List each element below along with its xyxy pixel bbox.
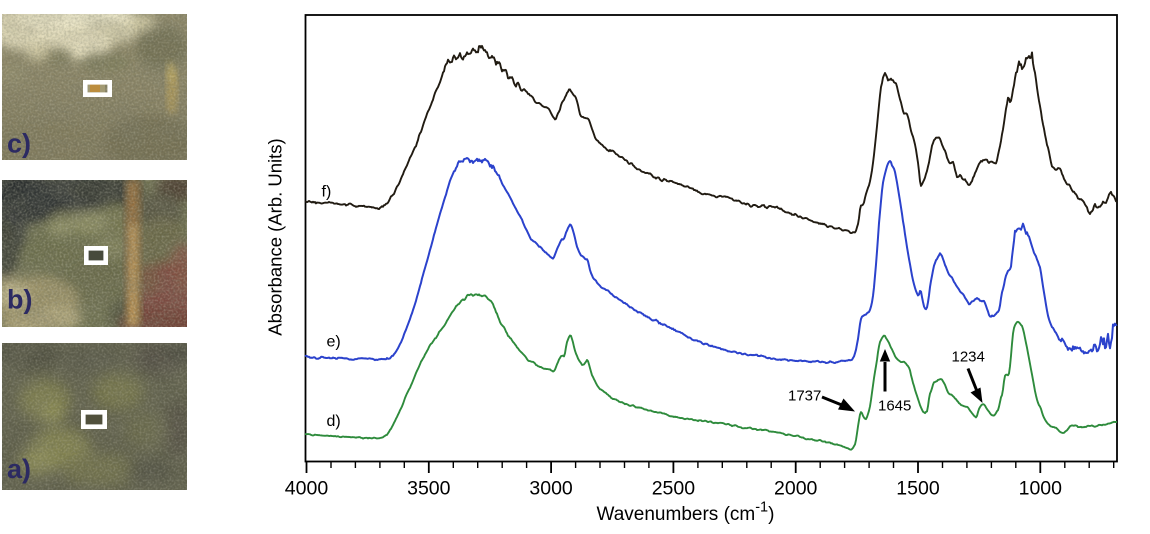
svg-text:a): a): [7, 454, 31, 484]
svg-text:1000: 1000: [1019, 478, 1063, 500]
svg-text:Absorbance (Arb. Units): Absorbance (Arb. Units): [265, 138, 286, 335]
svg-text:b): b): [7, 285, 32, 315]
svg-text:1500: 1500: [896, 478, 940, 500]
svg-text:1737: 1737: [788, 388, 821, 405]
svg-text:Wavenumbers (cm-1): Wavenumbers (cm-1): [597, 500, 775, 526]
svg-text:f): f): [322, 184, 332, 201]
svg-text:2500: 2500: [652, 478, 696, 500]
svg-text:1234: 1234: [952, 349, 985, 366]
svg-text:2000: 2000: [774, 478, 818, 500]
svg-text:3500: 3500: [407, 478, 451, 500]
svg-text:4000: 4000: [285, 478, 329, 500]
svg-text:c): c): [7, 129, 31, 159]
svg-text:d): d): [327, 413, 341, 430]
svg-text:e): e): [327, 334, 341, 351]
svg-text:3000: 3000: [529, 478, 573, 500]
svg-text:1645: 1645: [878, 398, 911, 415]
